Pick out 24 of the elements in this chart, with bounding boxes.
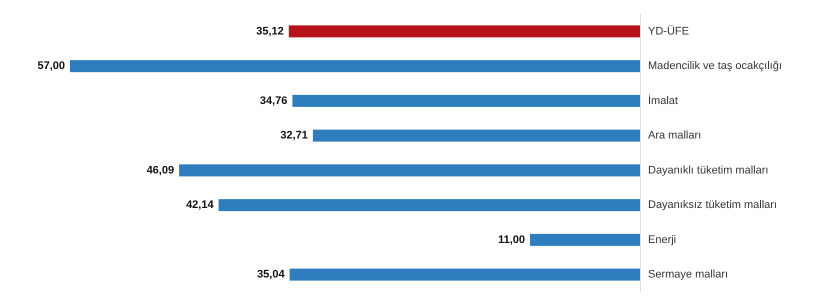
bar xyxy=(530,234,640,246)
data-label: 35,12 xyxy=(256,25,284,38)
bar xyxy=(290,268,640,281)
data-label: 46,09 xyxy=(146,164,174,176)
bar xyxy=(312,130,640,142)
y-tick-label: Ara malları xyxy=(648,130,702,142)
data-label: 32,71 xyxy=(280,130,308,142)
data-label: 42,14 xyxy=(186,199,214,212)
y-tick-label: Enerji xyxy=(648,234,676,246)
y-tick-label: Dayanıklı tüketim malları xyxy=(648,164,768,176)
bar xyxy=(179,164,640,176)
bar xyxy=(292,94,640,107)
data-label: 34,76 xyxy=(260,94,288,107)
data-label: 57,00 xyxy=(37,60,65,72)
data-label: 11,00 xyxy=(498,234,525,246)
data-label: 35,04 xyxy=(257,268,286,281)
bar xyxy=(288,25,640,38)
y-tick-label: Madencilik ve taş ocakçılığı xyxy=(648,60,782,72)
y-tick-label: Sermaye malları xyxy=(648,268,728,281)
y-tick-label: Dayanıksız tüketim malları xyxy=(648,199,777,212)
y-tick-label: YD-ÜFE xyxy=(648,24,689,38)
y-tick-label: İmalat xyxy=(648,94,678,107)
bar xyxy=(70,60,640,72)
bar xyxy=(218,199,640,212)
